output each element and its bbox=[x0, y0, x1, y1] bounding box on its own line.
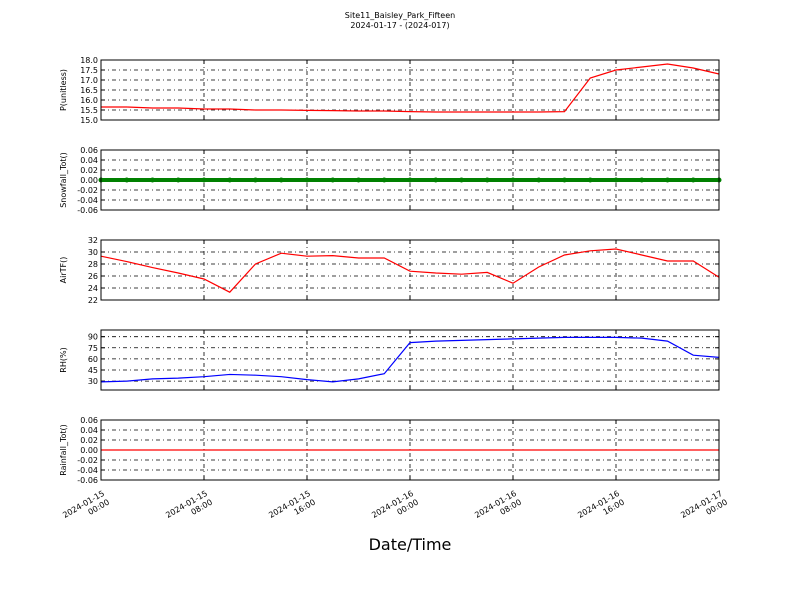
series-line bbox=[100, 336, 720, 383]
y-tick-label: 18.0 bbox=[80, 56, 98, 65]
y-tick-label: -0.04 bbox=[77, 196, 98, 205]
y-axis-label: Snowfall_Tot() bbox=[59, 152, 68, 208]
y-tick-label: 15.0 bbox=[80, 116, 98, 125]
point bbox=[665, 177, 670, 183]
y-tick-label: 90 bbox=[88, 333, 98, 342]
point bbox=[433, 177, 439, 183]
chart-title: Site11_Baisley_Park_Fifteen bbox=[345, 11, 455, 20]
y-tick-label: 16.0 bbox=[80, 96, 98, 105]
y-tick-label: 0.02 bbox=[80, 436, 98, 445]
y-tick-label: 30 bbox=[88, 248, 98, 257]
point bbox=[459, 177, 464, 183]
y-tick-label: 32 bbox=[88, 236, 98, 245]
y-tick-label: -0.02 bbox=[77, 456, 98, 465]
point bbox=[304, 177, 310, 183]
y-axis-label: Rainfall_Tot() bbox=[59, 424, 68, 476]
point bbox=[175, 177, 181, 183]
y-tick-label: 16.5 bbox=[80, 86, 98, 95]
y-tick-label: 0.00 bbox=[80, 446, 98, 455]
y-tick-label: 0.06 bbox=[80, 146, 98, 155]
point bbox=[587, 177, 593, 183]
y-tick-label: 0.04 bbox=[80, 426, 98, 435]
y-axis-label: P(unitless) bbox=[59, 69, 68, 111]
plot-frame bbox=[100, 149, 720, 211]
y-tick-label: 15.5 bbox=[80, 106, 98, 115]
point bbox=[150, 177, 155, 183]
point bbox=[227, 177, 233, 183]
plot-frame bbox=[100, 419, 720, 481]
y-tick-label: -0.04 bbox=[77, 466, 98, 475]
point bbox=[124, 177, 130, 183]
y-tick-label: -0.06 bbox=[77, 206, 98, 215]
point bbox=[201, 177, 207, 183]
series-line bbox=[100, 248, 720, 293]
plot-frame bbox=[100, 329, 720, 391]
point bbox=[690, 177, 696, 183]
y-tick-label: 30 bbox=[88, 377, 98, 386]
point bbox=[253, 177, 258, 183]
point bbox=[639, 177, 645, 183]
y-tick-label: 26 bbox=[88, 272, 98, 281]
point bbox=[510, 177, 516, 183]
y-tick-label: -0.02 bbox=[77, 186, 98, 195]
point bbox=[278, 177, 284, 183]
y-tick-label: 22 bbox=[88, 296, 98, 305]
y-tick-label: 0.00 bbox=[80, 176, 98, 185]
y-tick-label: 45 bbox=[88, 366, 98, 375]
point bbox=[330, 177, 336, 183]
plot-frame bbox=[100, 59, 720, 121]
x-axis-label: Date/Time bbox=[369, 535, 452, 554]
point bbox=[356, 177, 361, 183]
plot-frame bbox=[100, 239, 720, 301]
y-axis-label: AirTF() bbox=[59, 257, 68, 284]
point bbox=[407, 177, 413, 183]
series-line bbox=[101, 63, 720, 113]
point bbox=[381, 177, 387, 183]
y-tick-label: 0.06 bbox=[80, 416, 98, 425]
y-tick-label: 17.0 bbox=[80, 76, 98, 85]
y-tick-label: 75 bbox=[88, 344, 98, 353]
y-tick-label: 17.5 bbox=[80, 66, 98, 75]
y-tick-label: 0.02 bbox=[80, 166, 98, 175]
y-axis-label: RH(%) bbox=[59, 347, 68, 372]
y-tick-label: 24 bbox=[88, 284, 98, 293]
point bbox=[484, 177, 490, 183]
point bbox=[613, 177, 619, 183]
point bbox=[536, 177, 542, 183]
point bbox=[562, 177, 567, 183]
y-tick-label: 28 bbox=[88, 260, 98, 269]
y-tick-label: -0.06 bbox=[77, 476, 98, 485]
chart-subtitle: 2024-01-17 - (2024-017) bbox=[350, 21, 449, 30]
y-tick-label: 60 bbox=[88, 355, 98, 364]
y-tick-label: 0.04 bbox=[80, 156, 98, 165]
